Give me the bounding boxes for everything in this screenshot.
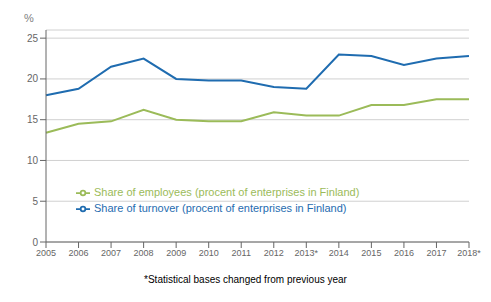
svg-text:%: % [24,12,34,24]
svg-text:2011: 2011 [232,248,251,258]
svg-text:2006: 2006 [69,248,89,258]
svg-text:2015: 2015 [361,248,381,258]
svg-text:2012: 2012 [264,248,284,258]
svg-text:2018*: 2018* [457,248,481,258]
svg-text:2016: 2016 [394,248,414,258]
svg-text:15: 15 [27,114,39,125]
svg-text:2007: 2007 [101,248,121,258]
html-text:Share of turnover (procent of: Share of turnover (procent of enterprise… [94,202,347,215]
svg-text:5: 5 [32,196,38,207]
html-text:*Statistical bases changed fro: *Statistical bases changed from previous… [144,274,347,285]
svg-text:2005: 2005 [36,248,56,258]
svg-text:2017: 2017 [426,248,446,258]
svg-text:10: 10 [27,155,39,166]
svg-text:25: 25 [27,33,39,44]
svg-text:2014: 2014 [329,248,349,258]
svg-text:2009: 2009 [166,248,186,258]
svg-text:2013*: 2013* [295,248,319,258]
html-text:Share of employees (procent of: Share of employees (procent of enterpris… [94,186,360,198]
svg-text:0: 0 [32,237,38,248]
svg-text:2010: 2010 [199,248,219,258]
svg-text:20: 20 [27,73,39,84]
svg-text:2008: 2008 [134,248,154,258]
